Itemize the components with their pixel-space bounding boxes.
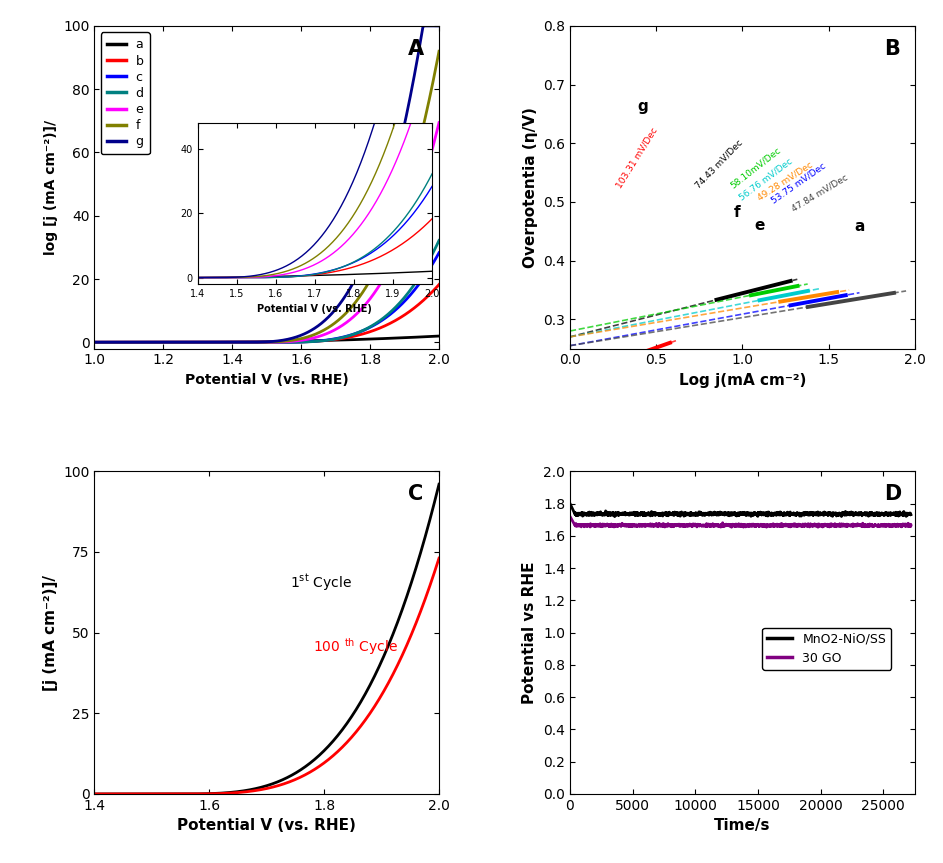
Y-axis label: [j (mA cm⁻²)]/: [j (mA cm⁻²)]/ <box>42 575 58 690</box>
Text: 74.43 mV/Dec: 74.43 mV/Dec <box>694 138 745 190</box>
Text: 103.31 mV/Dec: 103.31 mV/Dec <box>615 126 659 190</box>
Text: 58.10mV/Dec: 58.10mV/Dec <box>729 145 783 190</box>
Text: 56.76 mV/Dec: 56.76 mV/Dec <box>737 156 794 202</box>
Text: a: a <box>854 219 865 234</box>
Y-axis label: Overpotentia (η/V): Overpotentia (η/V) <box>522 107 538 268</box>
Text: 100 $^{\rm th}$ Cycle: 100 $^{\rm th}$ Cycle <box>313 636 398 658</box>
Text: 47.84 mV/Dec: 47.84 mV/Dec <box>790 173 850 214</box>
X-axis label: Log j(mA cm⁻²): Log j(mA cm⁻²) <box>679 373 806 388</box>
Text: D: D <box>884 484 901 504</box>
Text: f: f <box>734 205 740 219</box>
Y-axis label: log [j (mA cm⁻²)]/: log [j (mA cm⁻²)]/ <box>43 120 58 255</box>
X-axis label: Potential V (vs. RHE): Potential V (vs. RHE) <box>185 373 349 387</box>
Text: C: C <box>408 484 423 504</box>
X-axis label: Time/s: Time/s <box>714 818 770 834</box>
Text: g: g <box>637 99 648 114</box>
Text: 53.75 mV/Dec: 53.75 mV/Dec <box>769 161 828 205</box>
Text: 49.28 mV/Dec: 49.28 mV/Dec <box>756 160 815 202</box>
X-axis label: Potential V (vs. RHE): Potential V (vs. RHE) <box>177 818 356 834</box>
Text: 1$^{\rm st}$ Cycle: 1$^{\rm st}$ Cycle <box>290 572 352 593</box>
Legend: a, b, c, d, e, f, g: a, b, c, d, e, f, g <box>101 32 150 154</box>
Text: e: e <box>754 218 765 233</box>
Legend: MnO2-NiO/SS, 30 GO: MnO2-NiO/SS, 30 GO <box>762 627 891 670</box>
Y-axis label: Potential vs RHE: Potential vs RHE <box>522 561 538 704</box>
Text: B: B <box>884 39 900 59</box>
Text: A: A <box>408 39 424 59</box>
